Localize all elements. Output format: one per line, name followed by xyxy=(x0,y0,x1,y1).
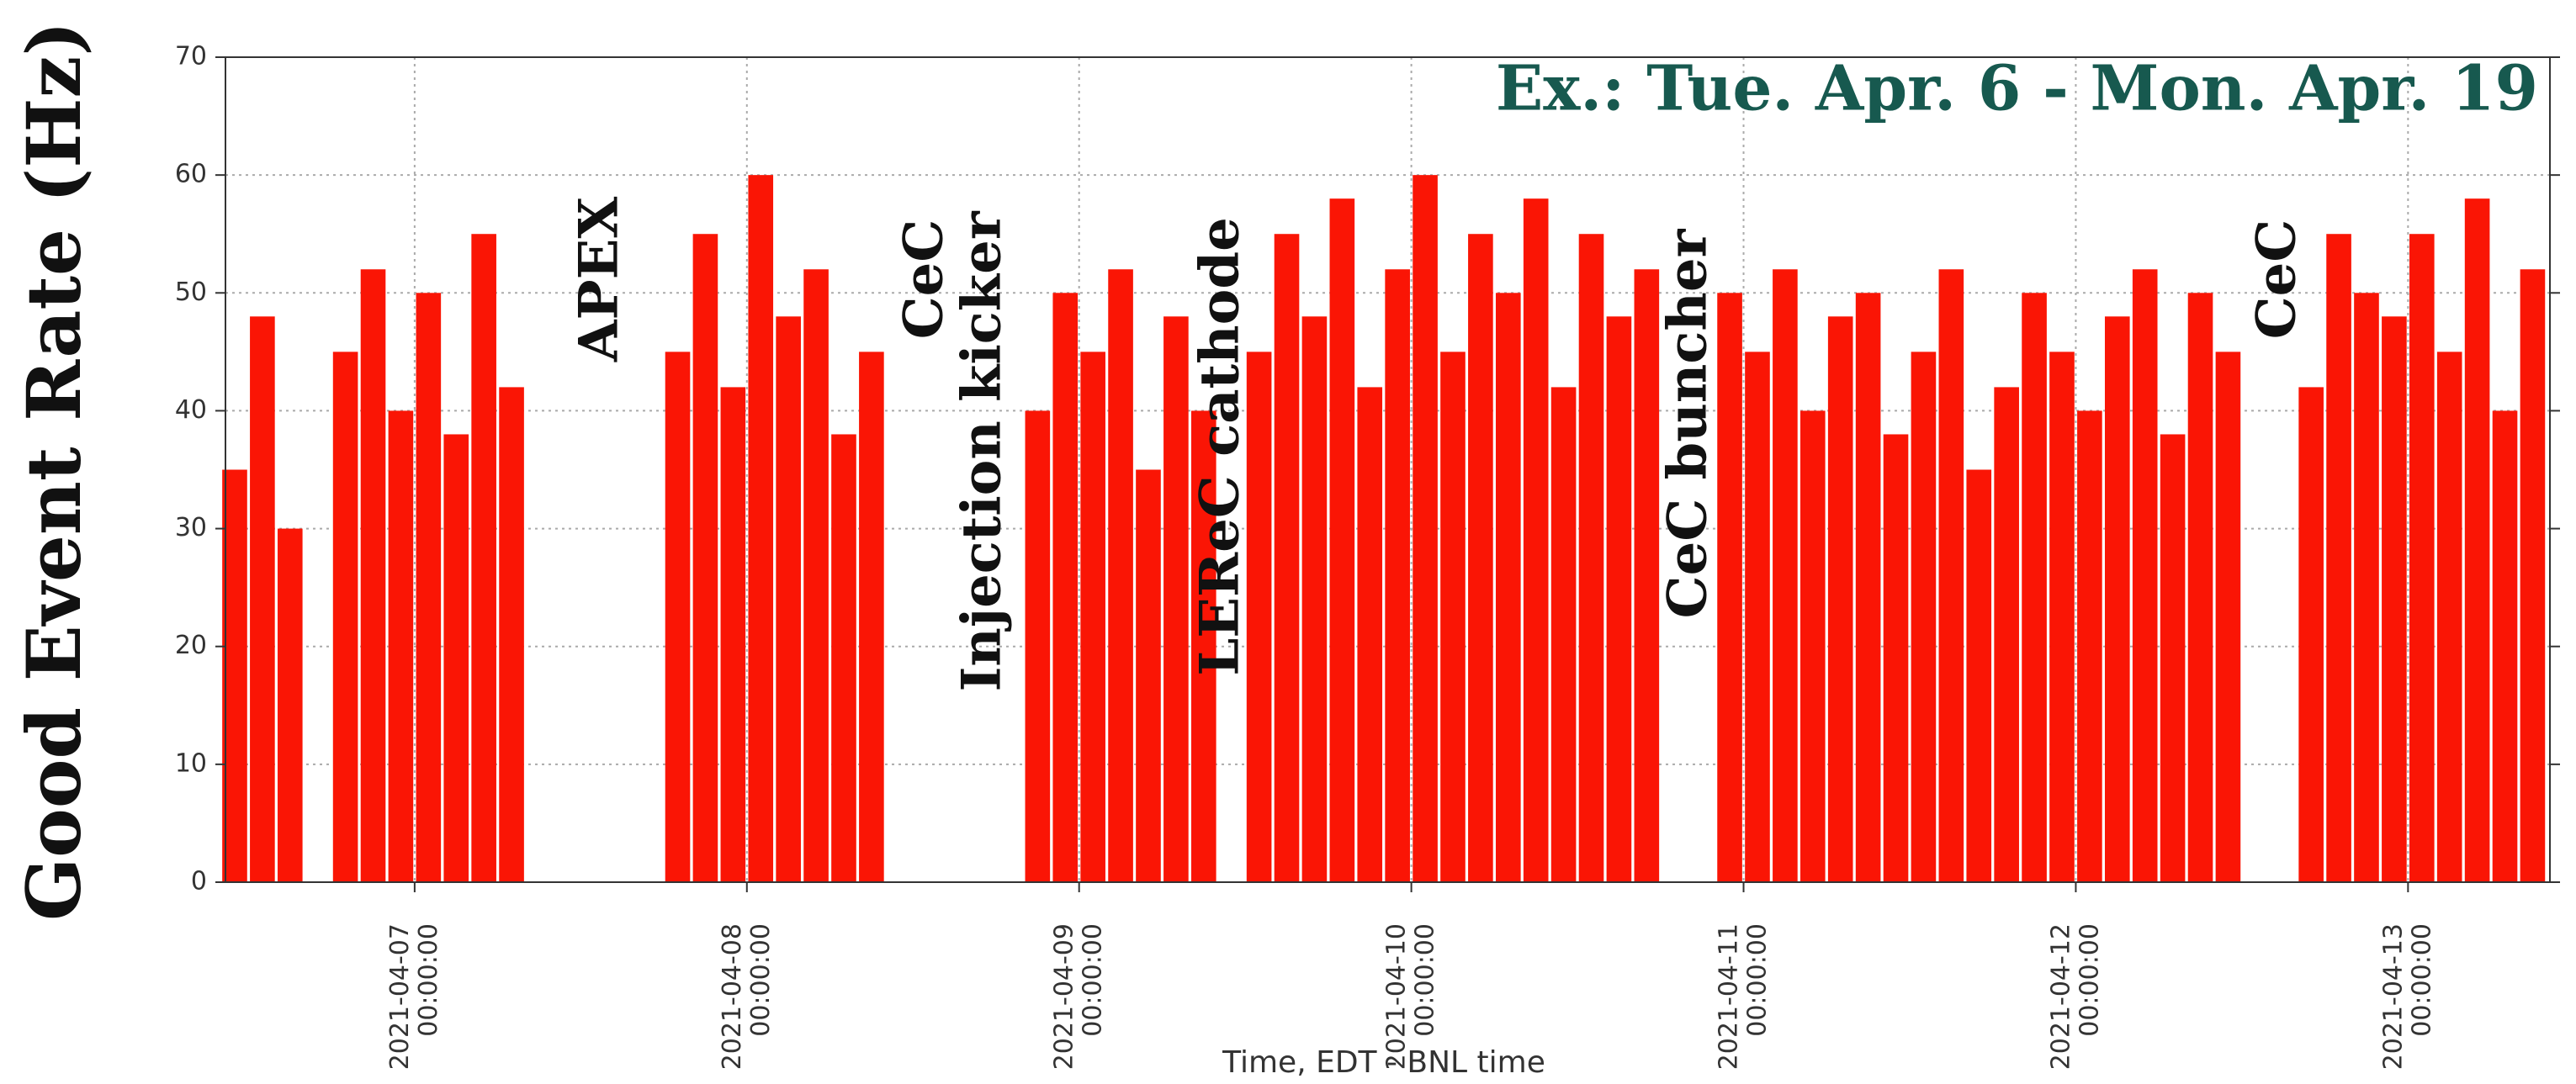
bar xyxy=(2326,234,2351,882)
x-axis-label: Time, EDT - BNL time xyxy=(1222,1045,1545,1080)
annotation: CeC buncher xyxy=(1656,228,1720,618)
bar xyxy=(1440,352,1466,882)
y-axis-label: Good Event Rate (Hz) xyxy=(10,21,98,921)
x-tick-label: 2021-04-1200:00:00 xyxy=(2046,923,2104,1070)
bar xyxy=(1884,434,1909,882)
bar xyxy=(1163,316,1189,882)
bar xyxy=(1413,175,1438,882)
bar xyxy=(2216,352,2241,882)
annotation: CeC xyxy=(2245,219,2308,340)
bar xyxy=(2049,352,2075,882)
bar xyxy=(1607,316,1632,882)
x-tick-label: 2021-04-1100:00:00 xyxy=(1714,923,1772,1070)
bar xyxy=(1994,387,2019,882)
bar xyxy=(776,316,801,882)
bar xyxy=(499,387,524,882)
bar xyxy=(2105,316,2130,882)
bar xyxy=(1745,352,1770,882)
annotation: APEX xyxy=(568,197,631,363)
x-tick-label: 2021-04-1300:00:00 xyxy=(2378,923,2436,1070)
y-tick-label: 30 xyxy=(175,513,207,542)
bar xyxy=(2437,352,2462,882)
bar xyxy=(859,352,884,882)
chart: 0 10 20 30 40 50 60 70 2021-04-0700:00:00 2021-04… xyxy=(0,0,2576,1084)
bar xyxy=(1828,316,1853,882)
bar xyxy=(2188,293,2213,882)
bar xyxy=(278,529,303,882)
x-tick-label: 2021-04-0800:00:00 xyxy=(717,923,775,1070)
bar xyxy=(1496,293,1521,882)
bar xyxy=(1385,269,1410,882)
bar xyxy=(1524,198,1549,882)
annotation: CeC xyxy=(893,219,956,340)
bar xyxy=(1302,316,1328,882)
y-tick-label: 20 xyxy=(175,631,207,660)
bar xyxy=(721,387,746,882)
bar xyxy=(1579,234,1604,882)
y-tick-label: 50 xyxy=(175,278,207,307)
bar xyxy=(2160,434,2186,882)
bar xyxy=(250,316,275,882)
y-tick-label: 40 xyxy=(175,395,207,425)
bar xyxy=(1856,293,1881,882)
bar xyxy=(1357,387,1382,882)
bar xyxy=(1080,352,1105,882)
bar xyxy=(831,434,856,882)
y-tick-label: 0 xyxy=(191,867,207,896)
annotation: Injection kicker xyxy=(951,210,1014,691)
bar xyxy=(1052,293,1078,882)
y-tick-label: 10 xyxy=(175,748,207,778)
bar xyxy=(2493,410,2518,882)
bar xyxy=(1108,269,1133,882)
bar xyxy=(1717,293,1742,882)
bar xyxy=(2354,293,2379,882)
bar xyxy=(693,234,718,882)
bar xyxy=(333,352,358,882)
bar xyxy=(2409,234,2435,882)
bar xyxy=(1026,410,1051,882)
bar xyxy=(803,269,829,882)
bar xyxy=(2077,410,2102,882)
bar xyxy=(1800,410,1826,882)
y-tick-label: 70 xyxy=(175,42,207,71)
bar xyxy=(1773,269,1798,882)
bar xyxy=(443,434,469,882)
bar xyxy=(2382,316,2407,882)
bar xyxy=(1966,470,1991,883)
bar xyxy=(1275,234,1300,882)
bar xyxy=(361,269,386,882)
x-tick-label: 2021-04-0700:00:00 xyxy=(384,923,443,1070)
bar xyxy=(748,175,773,882)
bar xyxy=(1136,470,1161,883)
bar xyxy=(665,352,691,882)
bar xyxy=(1330,198,1355,882)
bar xyxy=(1468,234,1493,882)
bar xyxy=(2133,269,2158,882)
bar xyxy=(2465,198,2490,882)
bar xyxy=(1939,269,1964,882)
chart-title: Ex.: Tue. Apr. 6 - Mon. Apr. 19 xyxy=(1496,53,2538,125)
bar xyxy=(2520,269,2546,882)
y-tick-label: 60 xyxy=(175,160,207,189)
bar xyxy=(1551,387,1577,882)
bar xyxy=(1911,352,1937,882)
bar xyxy=(2298,387,2324,882)
bar xyxy=(389,410,414,882)
annotation: LEReC cathode xyxy=(1189,217,1252,676)
bar xyxy=(2022,293,2047,882)
x-tick-label: 2021-04-0900:00:00 xyxy=(1049,923,1107,1070)
bar xyxy=(471,234,496,882)
bar xyxy=(416,293,442,882)
